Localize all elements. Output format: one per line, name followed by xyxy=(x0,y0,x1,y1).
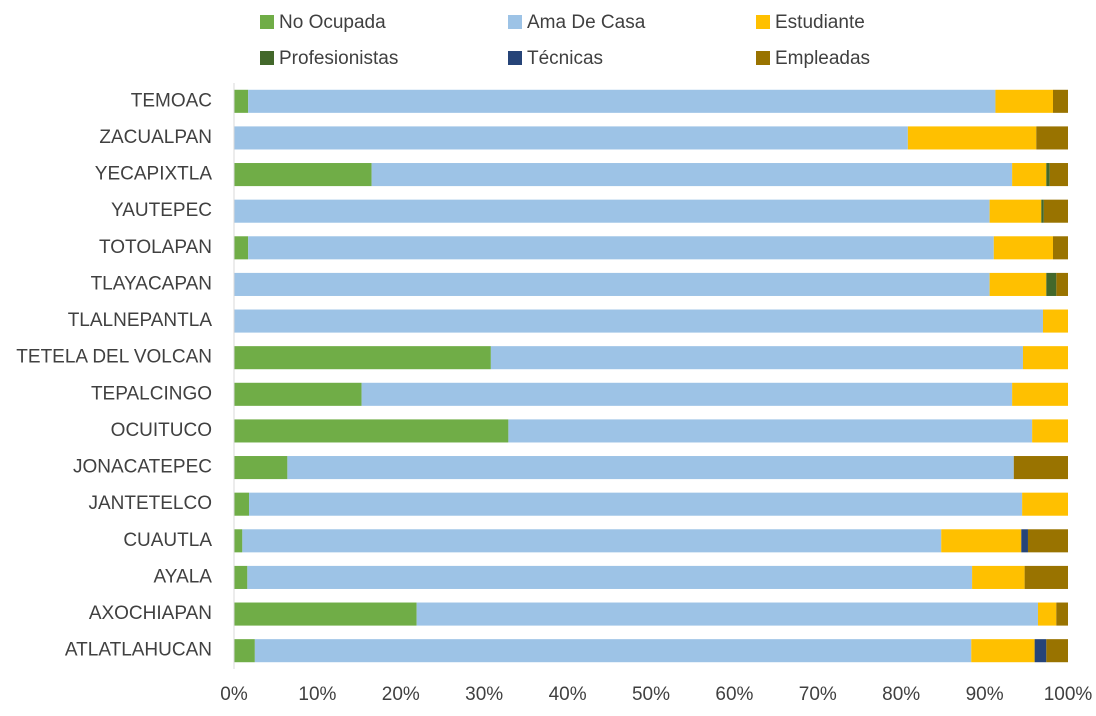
y-tick-label: YAUTEPEC xyxy=(111,200,212,221)
bar-segment xyxy=(1052,89,1068,113)
y-tick-label: AYALA xyxy=(154,566,213,587)
bar-segment xyxy=(234,639,255,663)
legend-label: Empleadas xyxy=(775,48,870,69)
y-tick-label: YECAPIXTLA xyxy=(95,164,213,185)
x-tick-label: 30% xyxy=(465,684,503,705)
bar-segment xyxy=(1046,163,1050,187)
bar-segment xyxy=(234,236,249,260)
legend-swatch xyxy=(508,15,522,29)
bar-segment xyxy=(971,639,1035,663)
bar-segment xyxy=(1046,639,1068,663)
bar-segment xyxy=(1021,529,1028,553)
y-tick-label: TLALNEPANTLA xyxy=(68,310,213,331)
bar-segment xyxy=(361,382,1013,406)
bar-segment xyxy=(234,272,990,296)
y-tick-label: ATLATLAHUCAN xyxy=(65,640,212,661)
bar-segment xyxy=(989,272,1047,296)
bar-segment xyxy=(242,529,942,553)
bar-segment xyxy=(248,236,994,260)
bar-segment xyxy=(234,382,362,406)
legend-label: Ama De Casa xyxy=(527,12,646,33)
bar-segment xyxy=(234,89,249,113)
x-tick-label: 40% xyxy=(549,684,587,705)
y-tick-label: TETELA DEL VOLCAN xyxy=(16,347,212,368)
bar-segment xyxy=(995,89,1053,113)
bar-segment xyxy=(234,565,248,589)
bar-segment xyxy=(993,236,1053,260)
bar-segment xyxy=(1043,199,1068,223)
bar-segment xyxy=(1013,456,1068,480)
x-tick-label: 90% xyxy=(966,684,1004,705)
bar-segment xyxy=(508,419,1033,443)
y-tick-label: TEPALCINGO xyxy=(91,383,212,404)
bar-segment xyxy=(972,565,1025,589)
bar-segment xyxy=(1022,492,1068,516)
bar-segment xyxy=(248,89,996,113)
bar-segment xyxy=(1034,639,1047,663)
bar-segment xyxy=(1037,602,1057,626)
bar-segment xyxy=(1027,529,1068,553)
bar-segment xyxy=(1024,565,1068,589)
bar-segment xyxy=(1032,419,1068,443)
bar-segment xyxy=(234,492,250,516)
bar-segment xyxy=(416,602,1038,626)
bar-segment xyxy=(234,346,491,370)
bar-segment xyxy=(234,163,372,187)
y-tick-label: JONACATEPEC xyxy=(73,457,212,478)
legend-label: Profesionistas xyxy=(279,48,398,69)
legend-swatch xyxy=(756,15,770,29)
bar-segment xyxy=(1052,236,1068,260)
bar-segment xyxy=(1042,309,1068,333)
legend-label: Estudiante xyxy=(775,12,865,33)
y-tick-label: AXOCHIAPAN xyxy=(89,603,212,624)
bar-segment xyxy=(1056,602,1068,626)
x-tick-label: 10% xyxy=(298,684,336,705)
y-tick-label: TOTOLAPAN xyxy=(99,237,212,258)
bar-segment xyxy=(234,456,288,480)
bar-segment xyxy=(234,529,243,553)
legend-swatch xyxy=(260,15,274,29)
bar-segment xyxy=(234,602,417,626)
legend-swatch xyxy=(756,51,770,65)
y-tick-label: ZACUALPAN xyxy=(99,127,212,148)
y-tick-label: CUAUTLA xyxy=(123,530,212,551)
bar-segment xyxy=(249,492,1023,516)
y-tick-label: JANTETELCO xyxy=(88,493,212,514)
bar-segment xyxy=(1012,163,1047,187)
bar-segment xyxy=(1041,199,1044,223)
bar-segment xyxy=(234,419,509,443)
legend-swatch xyxy=(260,51,274,65)
bar-segment xyxy=(989,199,1042,223)
x-tick-label: 80% xyxy=(882,684,920,705)
y-tick-label: TLAYACAPAN xyxy=(91,273,212,294)
x-tick-label: 100% xyxy=(1044,684,1093,705)
x-tick-label: 0% xyxy=(220,684,248,705)
bar-segment xyxy=(490,346,1023,370)
bar-segment xyxy=(907,126,1037,150)
legend-swatch xyxy=(508,51,522,65)
bar-segment xyxy=(1056,272,1068,296)
bar-segment xyxy=(1049,163,1068,187)
bar-segment xyxy=(1022,346,1068,370)
bar-segment xyxy=(941,529,1022,553)
bar-segment xyxy=(234,309,1043,333)
x-tick-label: 20% xyxy=(382,684,420,705)
bar-segment xyxy=(371,163,1013,187)
bar-segment xyxy=(254,639,972,663)
legend-label: No Ocupada xyxy=(279,12,386,33)
bar-segment xyxy=(1036,126,1068,150)
y-tick-label: OCUITUCO xyxy=(111,420,212,441)
bar-segment xyxy=(247,565,973,589)
bar-segment xyxy=(234,126,908,150)
bar-segment xyxy=(234,199,990,223)
bar-segment xyxy=(1046,272,1057,296)
x-tick-label: 50% xyxy=(632,684,670,705)
bar-segment xyxy=(1012,382,1068,406)
bar-segment xyxy=(287,456,1014,480)
legend-label: Técnicas xyxy=(527,48,603,69)
x-tick-label: 60% xyxy=(715,684,753,705)
x-tick-label: 70% xyxy=(799,684,837,705)
y-tick-label: TEMOAC xyxy=(131,90,212,111)
